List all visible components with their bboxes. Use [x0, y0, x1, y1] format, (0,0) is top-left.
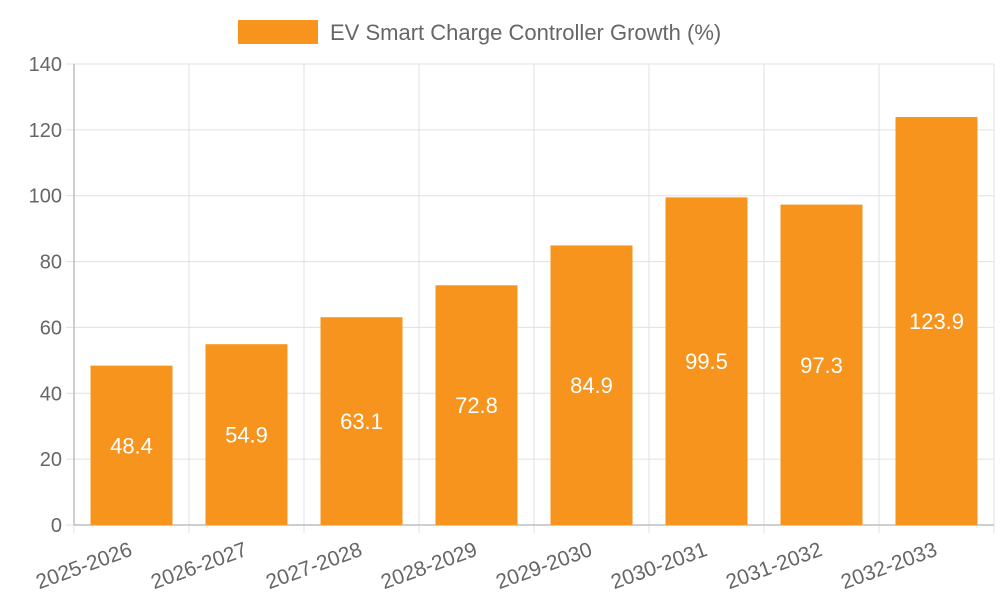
x-tick-label: 2025-2026	[33, 538, 135, 594]
x-tick-label: 2028-2029	[378, 538, 480, 594]
legend-swatch	[238, 20, 318, 44]
bar[interactable]	[205, 344, 288, 525]
x-tick-label: 2031-2032	[723, 538, 825, 594]
bar[interactable]	[665, 197, 748, 525]
bar[interactable]	[435, 285, 518, 525]
y-tick-label: 140	[29, 54, 62, 76]
y-tick-label: 80	[40, 252, 62, 274]
legend[interactable]: EV Smart Charge Controller Growth (%)	[238, 20, 721, 45]
y-tick-label: 60	[40, 317, 62, 339]
x-tick-labels: 2025-2026 2026-2027 2027-2028 2028-2029 2029…	[33, 538, 940, 594]
legend-label: EV Smart Charge Controller Growth (%)	[330, 20, 721, 45]
bar-value-label: 54.9	[225, 423, 268, 448]
bar-value-label: 63.1	[340, 409, 383, 434]
bar-value-label: 97.3	[800, 353, 843, 378]
bar[interactable]	[320, 317, 403, 525]
bar-value-label: 123.9	[909, 309, 964, 334]
x-tick-label: 2027-2028	[263, 538, 365, 594]
y-tick-label: 0	[51, 515, 62, 537]
x-tick-label: 2029-2030	[493, 538, 595, 594]
bar-value-label: 72.8	[455, 393, 498, 418]
x-tick-label: 2032-2033	[838, 538, 940, 594]
data-labels: 48.4 54.9 63.1 72.8 84.9 99.5 97.3 123.9	[110, 309, 964, 458]
y-tick-label: 20	[40, 449, 62, 471]
x-tick-label: 2026-2027	[148, 538, 250, 594]
y-tick-label: 40	[40, 383, 62, 405]
bar-value-label: 84.9	[570, 373, 613, 398]
bars	[90, 117, 978, 526]
bar[interactable]	[90, 365, 173, 525]
y-tick-label: 120	[29, 120, 62, 142]
bar-value-label: 99.5	[685, 349, 728, 374]
bar-value-label: 48.4	[110, 433, 153, 458]
grid	[66, 63, 995, 533]
y-tick-labels: 0 20 40 60 80 100 120 140	[29, 54, 62, 537]
x-tick-label: 2030-2031	[608, 538, 710, 594]
bar[interactable]	[780, 204, 863, 526]
y-tick-label: 100	[29, 186, 62, 208]
bar[interactable]	[895, 117, 978, 525]
bar[interactable]	[550, 245, 633, 525]
